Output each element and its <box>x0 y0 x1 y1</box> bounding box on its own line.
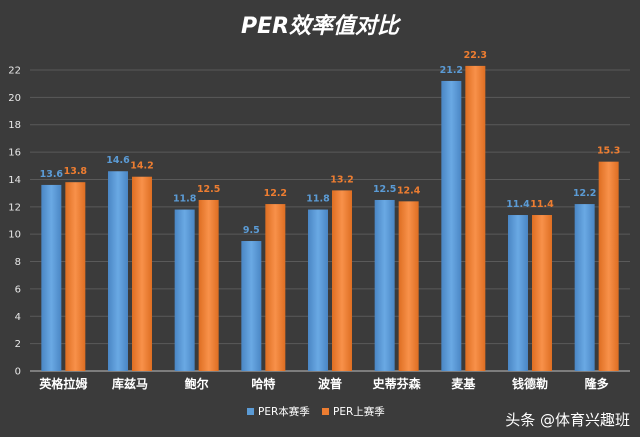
y-axis: 0 2 4 6 8 10 12 14 16 18 20 22 <box>8 66 21 378</box>
bar <box>174 209 195 371</box>
gridlines <box>30 69 630 372</box>
bar <box>65 182 86 371</box>
bar <box>265 204 286 371</box>
bar <box>508 215 528 371</box>
data-label: 14.2 <box>130 161 153 172</box>
bar <box>574 204 595 371</box>
bars <box>41 65 619 372</box>
bar <box>308 209 328 371</box>
y-tick-label: 8 <box>15 257 21 268</box>
y-tick-label: 16 <box>8 148 21 159</box>
data-label: 11.8 <box>306 194 330 205</box>
data-label: 12.2 <box>264 188 287 199</box>
x-tick-label: 哈特 <box>251 376 275 391</box>
bar <box>398 201 419 371</box>
data-label: 22.3 <box>464 50 487 61</box>
data-label: 13.2 <box>330 174 353 185</box>
data-label: 11.8 <box>173 194 197 205</box>
x-tick-label: 鲍尔 <box>185 376 209 391</box>
bar <box>198 199 219 371</box>
data-labels: 13.6 13.814.6 14.211.812.59.512.2 11.813.21… <box>40 50 621 236</box>
data-label: 21.2 <box>440 65 463 76</box>
y-tick-label: 4 <box>15 312 21 323</box>
x-tick-label: 波普 <box>318 376 342 391</box>
legend-label: PER上赛季 <box>333 405 385 418</box>
y-tick-label: 18 <box>8 120 21 131</box>
y-tick-label: 14 <box>8 175 21 186</box>
legend-label: PER本赛季 <box>258 405 310 418</box>
bar <box>41 184 62 371</box>
bar <box>441 80 462 371</box>
x-tick-label: 隆多 <box>585 376 609 391</box>
x-tick-label: 库兹马 <box>112 376 148 391</box>
x-tick-label: 钱德勒 <box>512 376 548 391</box>
y-tick-label: 10 <box>8 230 21 241</box>
y-tick-label: 22 <box>8 66 21 77</box>
legend-swatch <box>247 408 254 415</box>
data-label: 15.3 <box>597 146 620 157</box>
bar <box>241 241 262 371</box>
bar <box>465 65 486 372</box>
bar <box>598 161 619 371</box>
legend-swatch <box>322 408 329 415</box>
data-label: 11.4 <box>530 199 554 210</box>
data-label: 12.4 <box>397 185 421 196</box>
y-tick-label: 2 <box>15 339 21 350</box>
bar <box>532 215 552 371</box>
watermark: 头条 @体育兴趣班 <box>505 411 630 429</box>
data-label: 12.5 <box>373 184 396 195</box>
x-axis: 英格拉姆 库兹马 鲍尔 哈特 波普 史蒂芬森 麦基 钱德勒 隆多 <box>39 376 608 391</box>
bar <box>132 176 152 371</box>
y-tick-label: 6 <box>15 284 21 295</box>
data-label: 13.8 <box>64 166 88 177</box>
legend: PER本赛季 PER上赛季 <box>247 405 385 418</box>
data-label: 11.4 <box>506 199 530 210</box>
y-tick-label: 12 <box>8 202 21 213</box>
data-label: 14.6 <box>106 155 130 166</box>
data-label: 13.6 <box>40 169 64 180</box>
bar <box>374 199 395 371</box>
data-label: 12.5 <box>197 184 220 195</box>
y-tick-label: 20 <box>8 93 21 104</box>
y-tick-label: 0 <box>15 367 21 378</box>
bar <box>108 171 128 371</box>
data-label: 12.2 <box>573 188 596 199</box>
x-tick-label: 英格拉姆 <box>39 376 87 391</box>
chart-title: PER效率值对比 <box>241 13 402 39</box>
bar <box>332 190 352 371</box>
data-label: 9.5 <box>243 225 260 236</box>
x-tick-label: 麦基 <box>451 376 476 391</box>
x-tick-label: 史蒂芬森 <box>373 376 422 391</box>
